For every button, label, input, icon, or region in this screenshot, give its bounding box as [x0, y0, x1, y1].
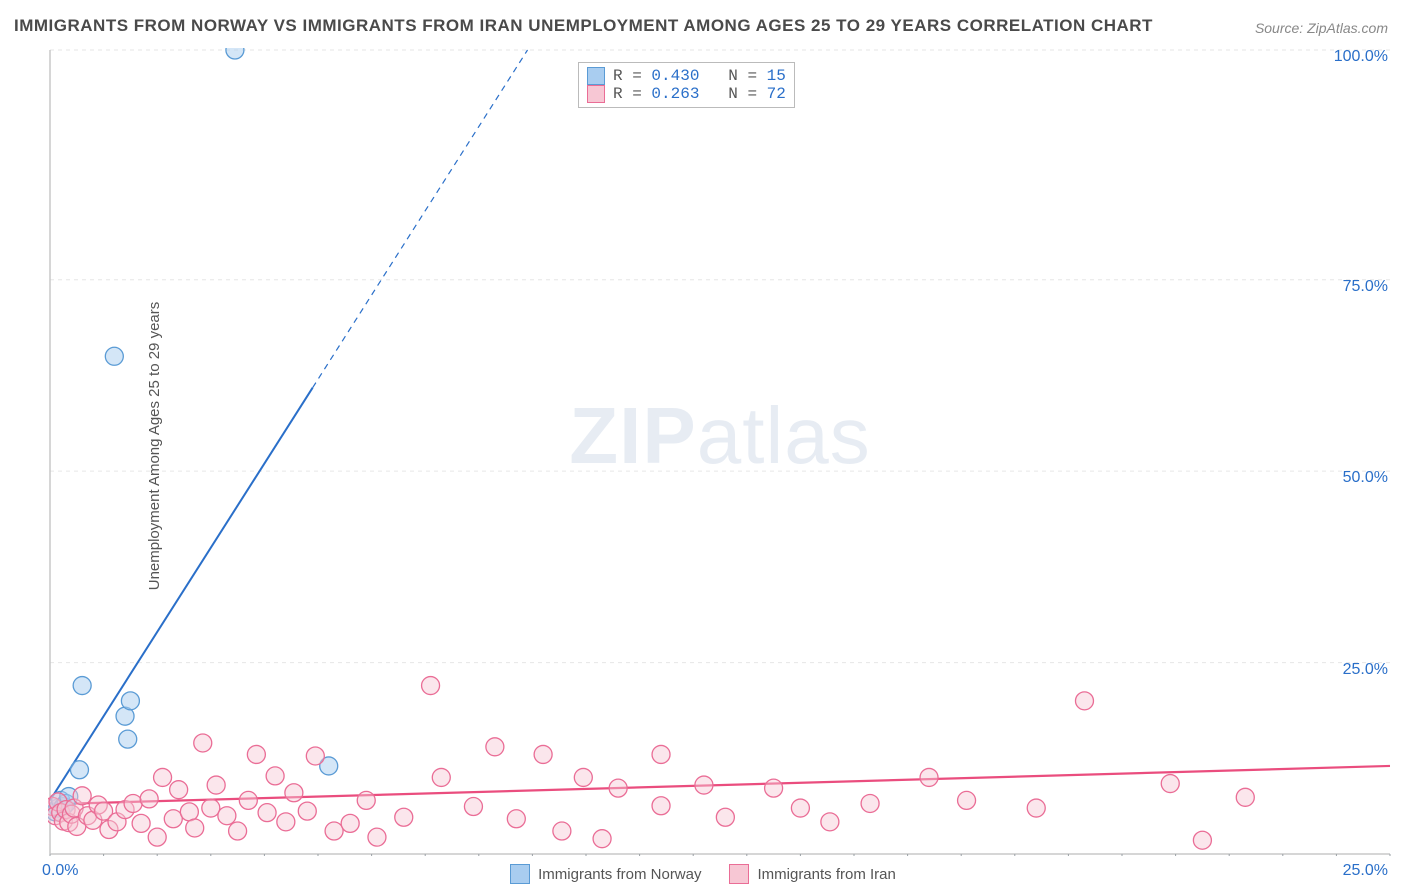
- series-legend: Immigrants from Norway Immigrants from Ir…: [0, 864, 1406, 884]
- source-credit: Source: ZipAtlas.com: [1255, 20, 1388, 36]
- legend-swatch: [587, 67, 605, 85]
- chart-area: ZIPatlas: [48, 48, 1392, 856]
- correlation-legend: R = 0.430 N = 15R = 0.263 N = 72: [578, 62, 795, 108]
- legend-row: R = 0.263 N = 72: [587, 85, 786, 103]
- x-origin-tick-label: 0.0%: [42, 862, 78, 880]
- legend-text: R = 0.430 N = 15: [613, 67, 786, 85]
- series-legend-label: Immigrants from Norway: [538, 866, 701, 883]
- chart-title: IMMIGRANTS FROM NORWAY VS IMMIGRANTS FRO…: [14, 16, 1153, 36]
- series-legend-item: Immigrants from Norway: [510, 864, 701, 884]
- y-tick-label: 25.0%: [1343, 661, 1388, 679]
- y-tick-label: 100.0%: [1334, 48, 1388, 66]
- y-tick-label: 75.0%: [1343, 278, 1388, 296]
- series-legend-label: Immigrants from Iran: [757, 866, 895, 883]
- series-legend-swatch: [510, 864, 530, 884]
- scatter-chart: [48, 48, 1392, 856]
- series-legend-swatch: [729, 864, 749, 884]
- legend-text: R = 0.263 N = 72: [613, 85, 786, 103]
- x-max-tick-label: 25.0%: [1343, 862, 1388, 880]
- series-legend-item: Immigrants from Iran: [729, 864, 895, 884]
- legend-row: R = 0.430 N = 15: [587, 67, 786, 85]
- y-tick-label: 50.0%: [1343, 469, 1388, 487]
- legend-swatch: [587, 85, 605, 103]
